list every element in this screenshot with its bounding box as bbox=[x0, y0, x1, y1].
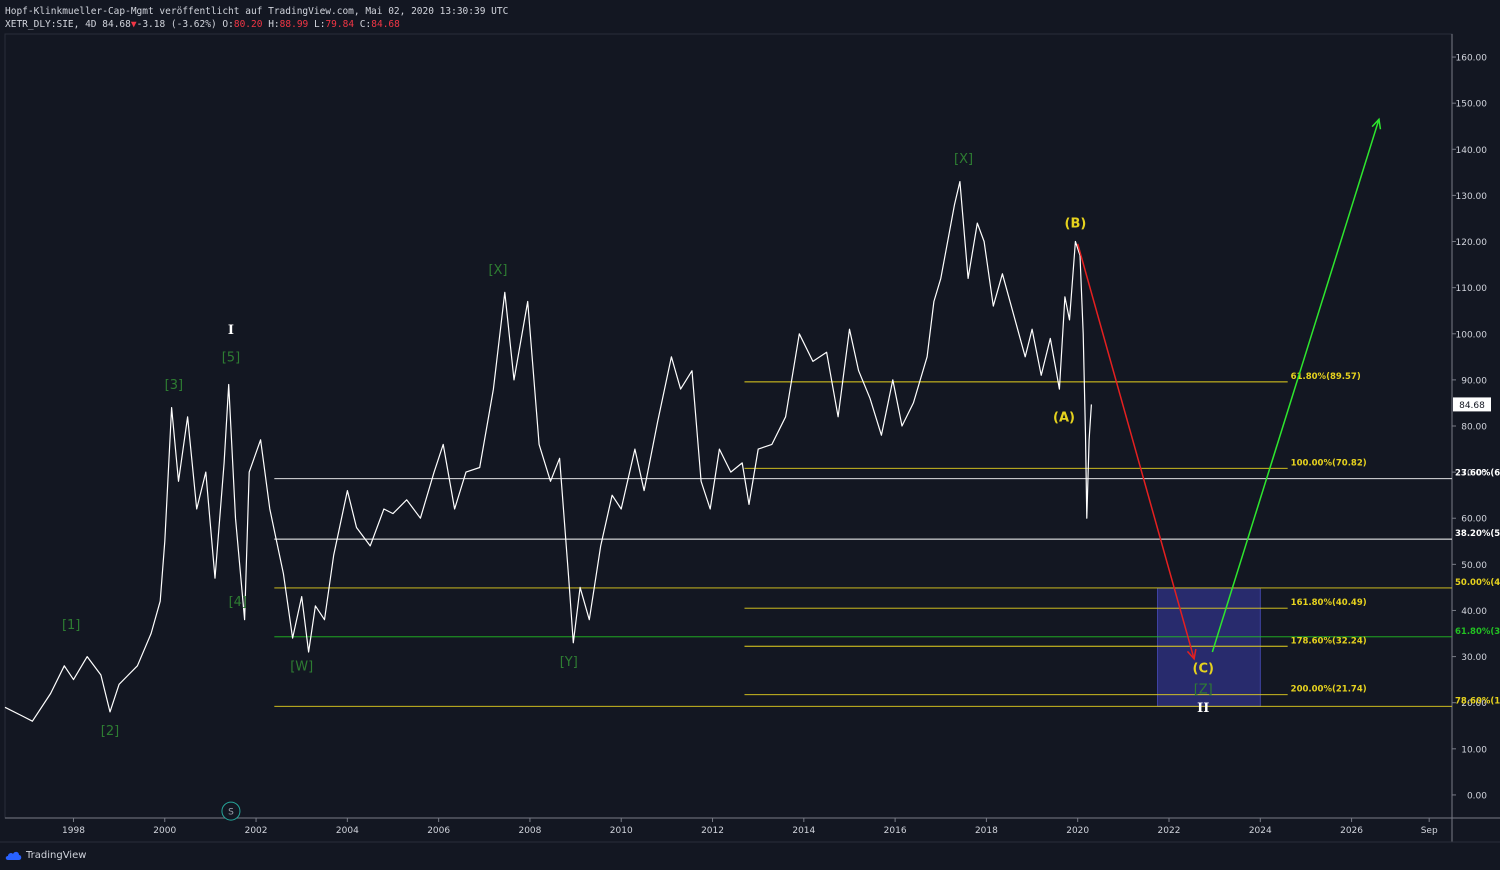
x-tick-label: 2008 bbox=[518, 826, 541, 836]
change-arrow-icon: ▼ bbox=[130, 19, 137, 30]
fib-level-label: 100.00%(70.82) bbox=[1291, 458, 1367, 468]
x-tick-label: 2014 bbox=[792, 826, 815, 836]
fib-level-label: 61.80%(89.57) bbox=[1291, 372, 1361, 382]
wave-label: (B) bbox=[1065, 217, 1087, 232]
fib-level-label: 61.80%(34.28) bbox=[1455, 627, 1500, 637]
x-tick-label: 2012 bbox=[701, 826, 724, 836]
open-value: 80.20 bbox=[233, 19, 263, 30]
y-tick-label: 160.00 bbox=[1456, 54, 1488, 64]
y-tick-label: 60.00 bbox=[1461, 515, 1487, 525]
wave-label: [4] bbox=[229, 595, 247, 610]
projection-arrow bbox=[1211, 119, 1380, 653]
x-tick-label: 2018 bbox=[975, 826, 998, 836]
wave-label: [5] bbox=[222, 350, 240, 365]
fib-level-label: 78.60%(19.21) bbox=[1455, 696, 1500, 706]
fib-level-label: 50.00%(44.88) bbox=[1455, 578, 1500, 588]
wave-label: [2] bbox=[101, 724, 119, 739]
y-tick-label: 120.00 bbox=[1456, 238, 1488, 248]
wave-label: [X] bbox=[488, 263, 507, 278]
wave-label: [W] bbox=[290, 659, 313, 674]
fib-level-label: 200.00%(21.74) bbox=[1291, 685, 1367, 695]
target-zone-box bbox=[1157, 587, 1261, 707]
wave-label: (C) bbox=[1193, 662, 1214, 677]
low-value: 79.84 bbox=[325, 19, 355, 30]
y-tick-label: 20.00 bbox=[1461, 699, 1487, 709]
symbol-ohlc-legend: XETR_DLY:SIE, 4D 84.68▼-3.18 (-3.62%) O:… bbox=[5, 19, 400, 30]
y-tick-label: 0.00 bbox=[1467, 791, 1487, 801]
x-tick-label: 2026 bbox=[1340, 826, 1363, 836]
wave-label: II bbox=[1197, 701, 1209, 716]
tradingview-cloud-icon bbox=[5, 851, 22, 860]
y-tick-label: 10.00 bbox=[1461, 745, 1487, 755]
x-tick-label: 2010 bbox=[610, 826, 633, 836]
x-tick-label: Sep bbox=[1421, 826, 1438, 836]
x-tick-label: 2006 bbox=[427, 826, 450, 836]
last-price: 84.68 bbox=[102, 19, 131, 30]
fib-level-label: 161.80%(40.49) bbox=[1291, 598, 1367, 608]
symbol-name[interactable]: XETR_DLY:SIE, 4D bbox=[5, 19, 97, 30]
y-tick-label: 90.00 bbox=[1461, 376, 1487, 386]
price-change: -3.18 (-3.62%) bbox=[136, 19, 217, 30]
y-tick-label: 50.00 bbox=[1461, 561, 1487, 571]
event-marker-icon bbox=[221, 801, 241, 821]
tradingview-logo[interactable]: TradingView bbox=[5, 849, 86, 861]
wave-label: [1] bbox=[62, 618, 80, 633]
wave-label: (A) bbox=[1053, 410, 1075, 425]
wave-label: [Z] bbox=[1194, 682, 1213, 697]
x-tick-label: 1998 bbox=[62, 826, 85, 836]
fib-level-label: 23.60%(68.57) bbox=[1455, 469, 1500, 479]
y-tick-label: 110.00 bbox=[1456, 284, 1488, 294]
open-label: O: bbox=[222, 19, 234, 30]
y-tick-label: 140.00 bbox=[1456, 146, 1488, 156]
wave-label: I bbox=[228, 323, 234, 338]
high-label: H: bbox=[268, 19, 280, 30]
fib-level-label: 178.60%(32.24) bbox=[1291, 636, 1367, 646]
wave-label: [Y] bbox=[560, 655, 578, 670]
arrow-head bbox=[1186, 648, 1197, 661]
y-tick-label: 80.00 bbox=[1461, 423, 1487, 433]
arrow-head bbox=[1371, 117, 1382, 130]
x-tick-label: 2000 bbox=[153, 826, 176, 836]
chart-publisher-info: Hopf-Klinkmueller-Cap-Mgmt veröffentlich… bbox=[5, 6, 509, 17]
y-tick-label: 150.00 bbox=[1456, 100, 1488, 110]
wave-label: [X] bbox=[954, 152, 973, 167]
y-tick-label: 40.00 bbox=[1461, 607, 1487, 617]
x-tick-label: 2016 bbox=[884, 826, 907, 836]
x-tick-label: 2024 bbox=[1249, 826, 1272, 836]
y-tick-label: 100.00 bbox=[1456, 330, 1488, 340]
current-price-badge bbox=[1453, 397, 1491, 412]
low-label: L: bbox=[314, 19, 326, 30]
y-tick-label: 30.00 bbox=[1461, 653, 1487, 663]
high-value: 88.99 bbox=[279, 19, 309, 30]
fib-level-label: 38.20%(55.47) bbox=[1455, 529, 1500, 539]
x-tick-label: 2022 bbox=[1158, 826, 1181, 836]
x-tick-label: 2020 bbox=[1066, 826, 1089, 836]
x-tick-label: 2002 bbox=[245, 826, 268, 836]
wave-label: [3] bbox=[165, 378, 183, 393]
close-value: 84.68 bbox=[371, 19, 400, 30]
event-marker-label: S bbox=[228, 808, 234, 818]
y-tick-label: 70.00 bbox=[1461, 469, 1487, 479]
current-price-label: 84.68 bbox=[1459, 401, 1485, 411]
x-tick-label: 2004 bbox=[336, 826, 359, 836]
tradingview-brand: TradingView bbox=[26, 849, 87, 861]
y-tick-label: 130.00 bbox=[1456, 192, 1488, 202]
close-label: C: bbox=[359, 19, 372, 30]
projection-arrow bbox=[1076, 243, 1195, 660]
price-line bbox=[4, 181, 1092, 722]
